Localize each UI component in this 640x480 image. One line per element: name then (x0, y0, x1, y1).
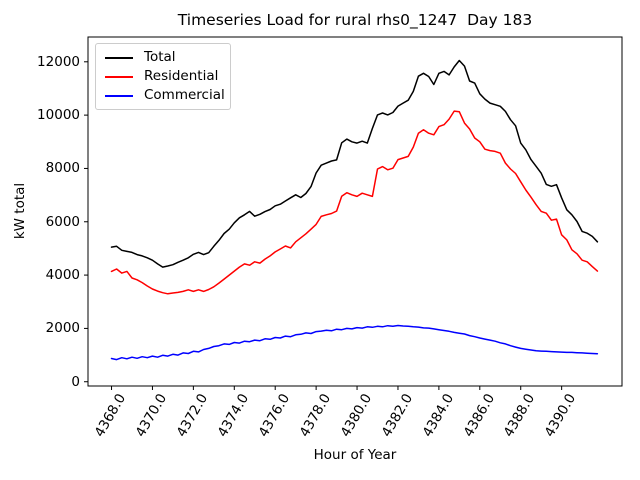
total-line (110, 59, 599, 268)
y-axis-label: kW total (12, 182, 28, 240)
y-tick-label: 10000 (37, 107, 80, 124)
x-axis-label: Hour of Year (313, 447, 397, 463)
axes-frame (87, 36, 623, 387)
y-tick-label: 4000 (45, 267, 80, 284)
residential-line-sample (105, 75, 133, 78)
legend-item-residential: Residential (96, 67, 230, 86)
legend-label-commercial: Commercial (144, 87, 225, 103)
commercial-line (110, 324, 599, 361)
residential-line (110, 110, 599, 295)
legend-item-total: Total (96, 48, 230, 67)
y-tick-label: 8000 (45, 160, 80, 177)
y-tick-label: 2000 (45, 320, 80, 337)
chart-title: Timeseries Load for rural rhs0_1247 Day … (177, 11, 533, 29)
commercial-line-sample (105, 94, 133, 97)
legend-label-residential: Residential (144, 68, 219, 84)
y-tick-label: 0 (71, 373, 80, 390)
y-tick-label: 12000 (37, 53, 80, 70)
y-tick-label: 6000 (45, 213, 80, 230)
total-line-sample (105, 56, 133, 59)
legend-item-commercial: Commercial (96, 86, 230, 105)
legend-label-total: Total (144, 49, 176, 65)
legend: Total Residential Commercial (95, 43, 231, 110)
